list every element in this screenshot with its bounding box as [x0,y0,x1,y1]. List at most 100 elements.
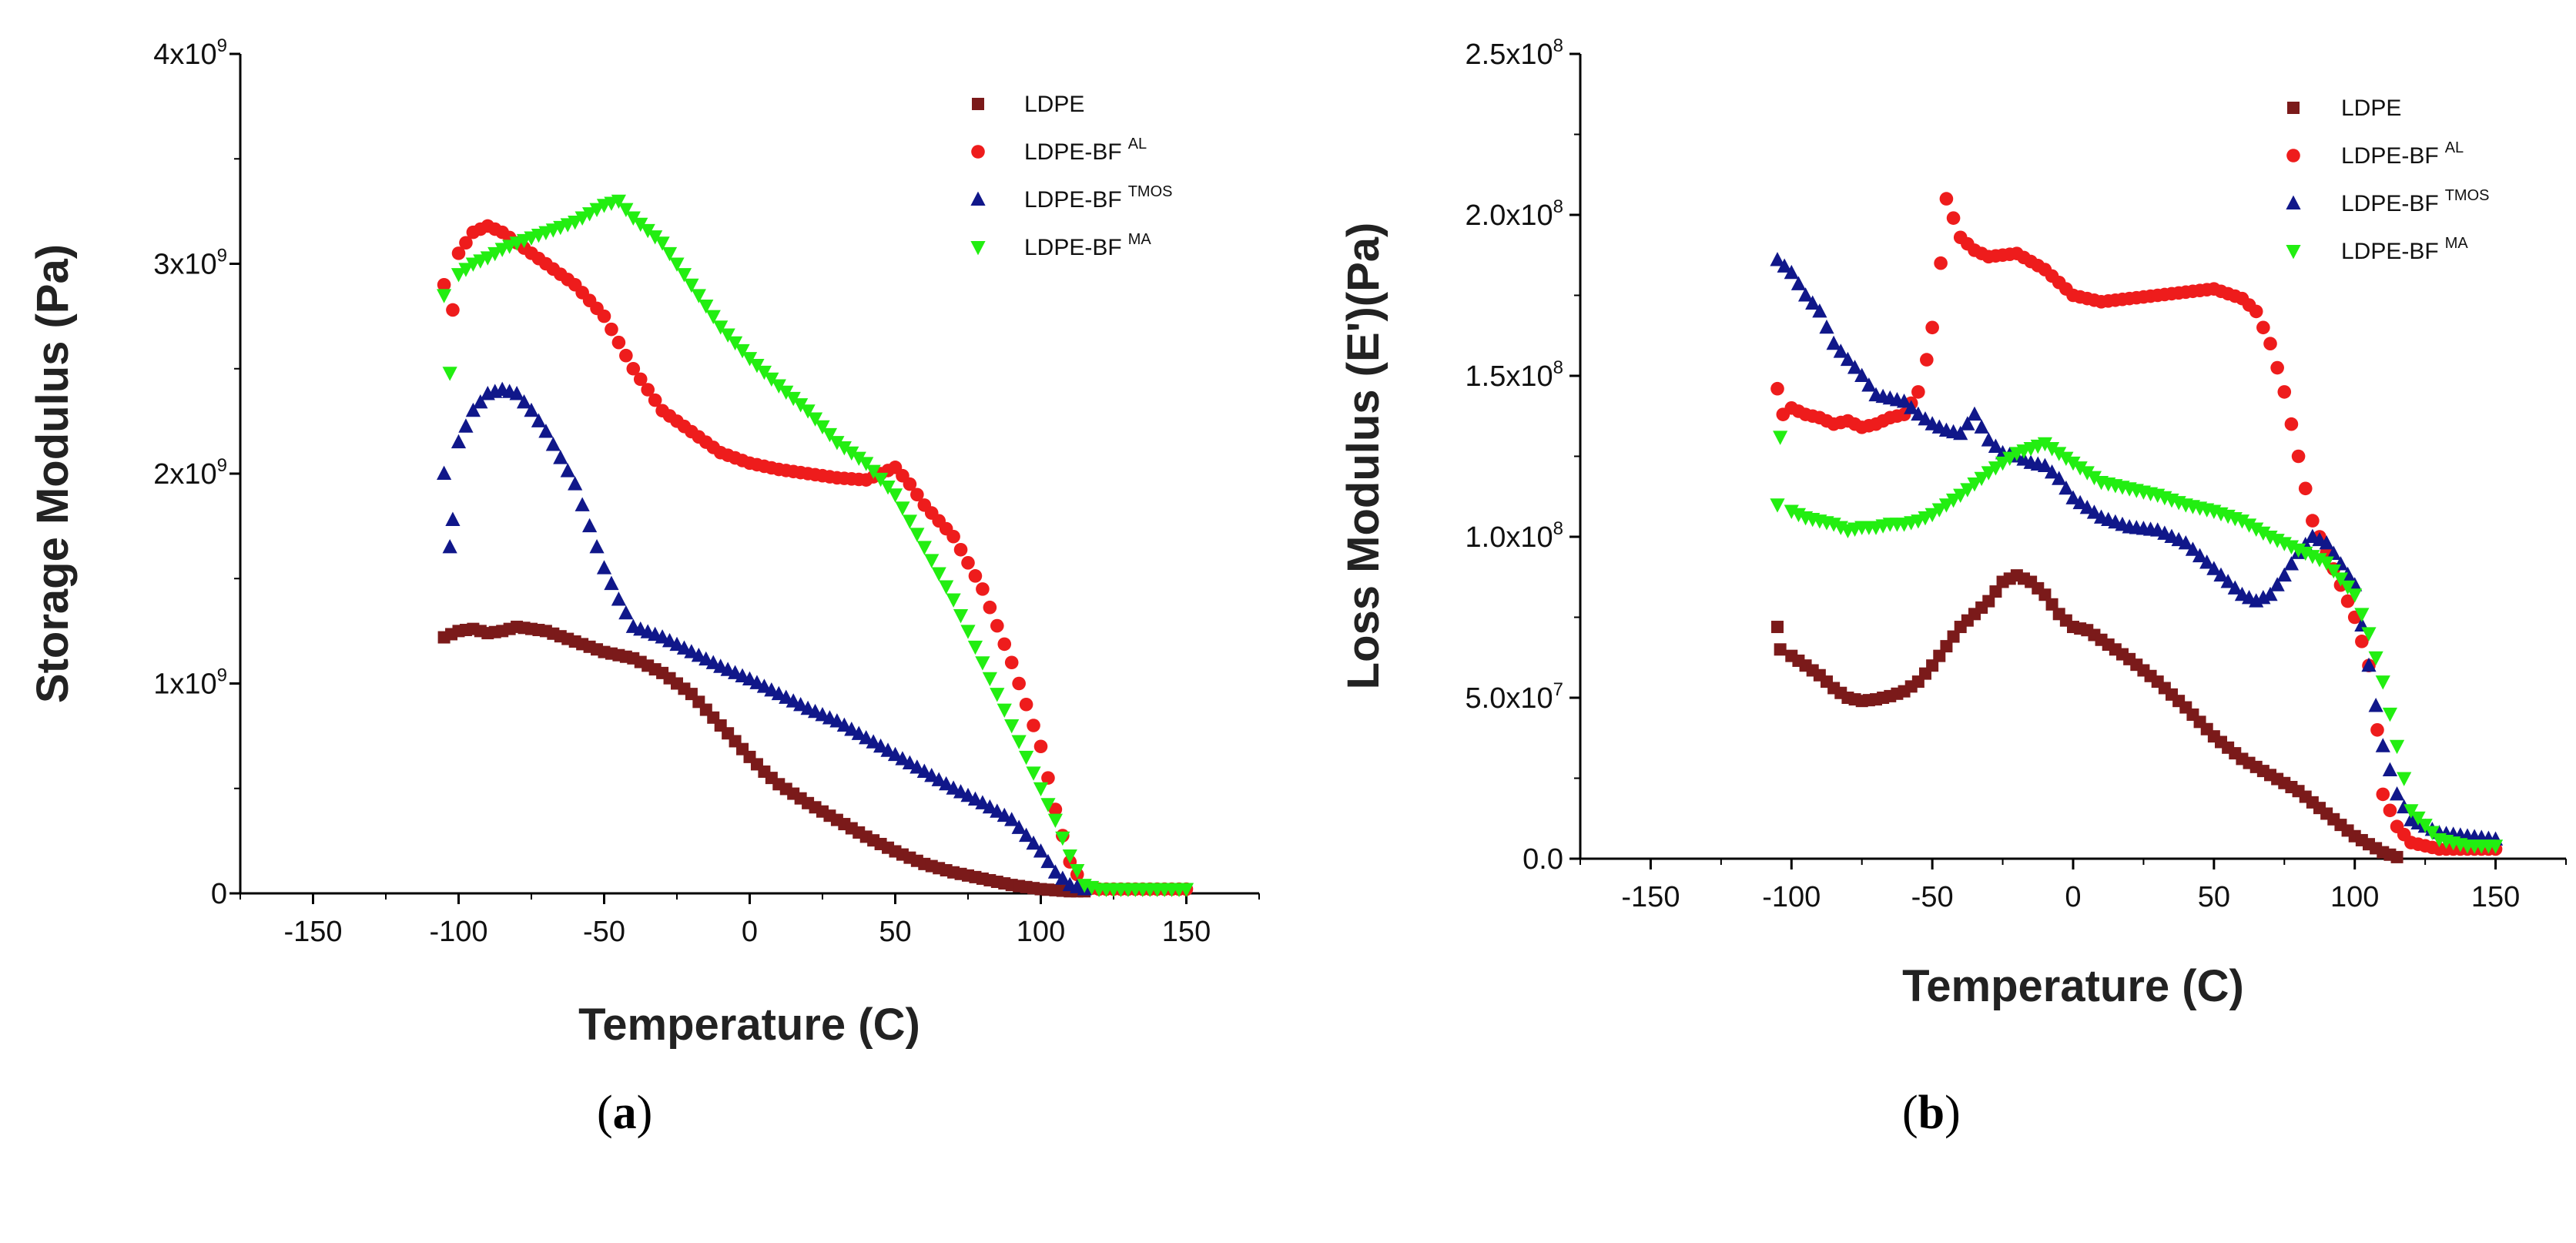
data-point [1019,750,1034,766]
data-point [873,472,889,487]
data-point [2347,588,2363,603]
legend-marker [2286,245,2301,260]
data-point [2389,786,2405,801]
data-point [662,246,678,262]
y-tick-label: 1.5x108 [1466,357,1563,393]
data-point [705,310,721,325]
data-point [655,236,670,251]
data-point [815,420,830,435]
data-point [1026,766,1041,781]
panel-label-b: (b) [1902,1087,1961,1139]
legend-marker [971,145,985,159]
data-point [910,487,924,502]
data-point [553,450,568,464]
data-point [1939,192,1954,206]
data-point [1982,595,1995,608]
axes-frame [1579,54,2566,860]
data-point [1773,431,1788,445]
data-point [1967,406,1982,421]
data-point [2403,804,2419,819]
data-point [829,436,845,451]
x-tick-label: 0 [742,916,758,948]
data-point [2079,499,2095,514]
data-point [859,457,874,471]
data-point [1790,276,1807,290]
data-point [713,320,729,335]
data-point [2326,545,2341,560]
data-point [1938,498,1955,513]
data-point [2424,826,2440,840]
data-point [982,799,997,814]
data-point [589,203,605,218]
data-point [800,404,816,419]
data-point [887,488,903,503]
data-point [983,600,997,615]
data-point [451,246,466,260]
data-point [2199,554,2215,569]
y-tick-label: 2.5x108 [1466,35,1563,71]
data-point [1784,264,1799,280]
x-tick-label: -50 [583,916,625,948]
data-point [997,807,1012,823]
series-ldpe-bf-ma [1770,431,2504,854]
data-point [597,309,611,323]
series-ldpe-bf-tmos [437,381,1092,896]
data-point [2340,580,2356,595]
data-point [1924,508,1940,523]
data-point [640,223,655,239]
data-point [764,372,779,387]
data-point [1047,813,1063,829]
y-tick-label: 0.0 [1522,843,1563,876]
data-point [1048,802,1063,816]
data-point [1988,461,2004,476]
data-point [997,637,1012,652]
legend-entry: LDPE-BF MA [1024,231,1151,260]
data-point [982,672,997,687]
data-point [1960,483,1975,498]
data-point [458,418,474,433]
data-point [916,541,932,555]
data-point [960,625,976,639]
data-point [924,768,940,782]
data-point [2319,556,2334,571]
data-point [902,755,917,770]
data-point [1896,394,1912,408]
x-tick-label: -100 [1762,881,1821,913]
x-tick-label: -100 [429,916,487,948]
data-point [2058,451,2074,466]
data-point [2241,518,2257,533]
data-point [2270,360,2284,375]
data-point [1019,697,1033,712]
data-point [596,560,612,575]
y-axis-label: Loss Modulus (E')(Pa) [1338,223,1388,690]
y-tick-label: 1x109 [153,665,227,701]
data-point [859,729,874,745]
data-point [604,575,619,591]
y-tick-label: 4x109 [153,35,227,71]
data-point [684,278,699,293]
data-point [611,335,626,350]
data-point [2072,494,2088,510]
data-point [574,497,590,511]
data-point [437,277,451,292]
data-point [771,379,786,394]
data-point [2277,385,2292,399]
x-tick-label: 150 [1162,916,1211,948]
data-point [2072,461,2088,476]
data-point [728,336,743,351]
data-point [976,582,990,596]
data-point [1920,353,1934,367]
y-tick-label: 5.0x107 [1466,679,1563,715]
data-point [1945,493,1961,508]
data-point [2263,586,2278,601]
data-point [1904,400,1919,414]
data-point [611,591,626,606]
data-point [967,640,983,655]
data-point [618,605,634,620]
y-tick-label: 2.0x108 [1466,196,1563,232]
data-point [2326,564,2341,579]
x-tick-label: -150 [283,916,342,948]
data-point [2192,548,2208,563]
data-point [1004,812,1020,826]
